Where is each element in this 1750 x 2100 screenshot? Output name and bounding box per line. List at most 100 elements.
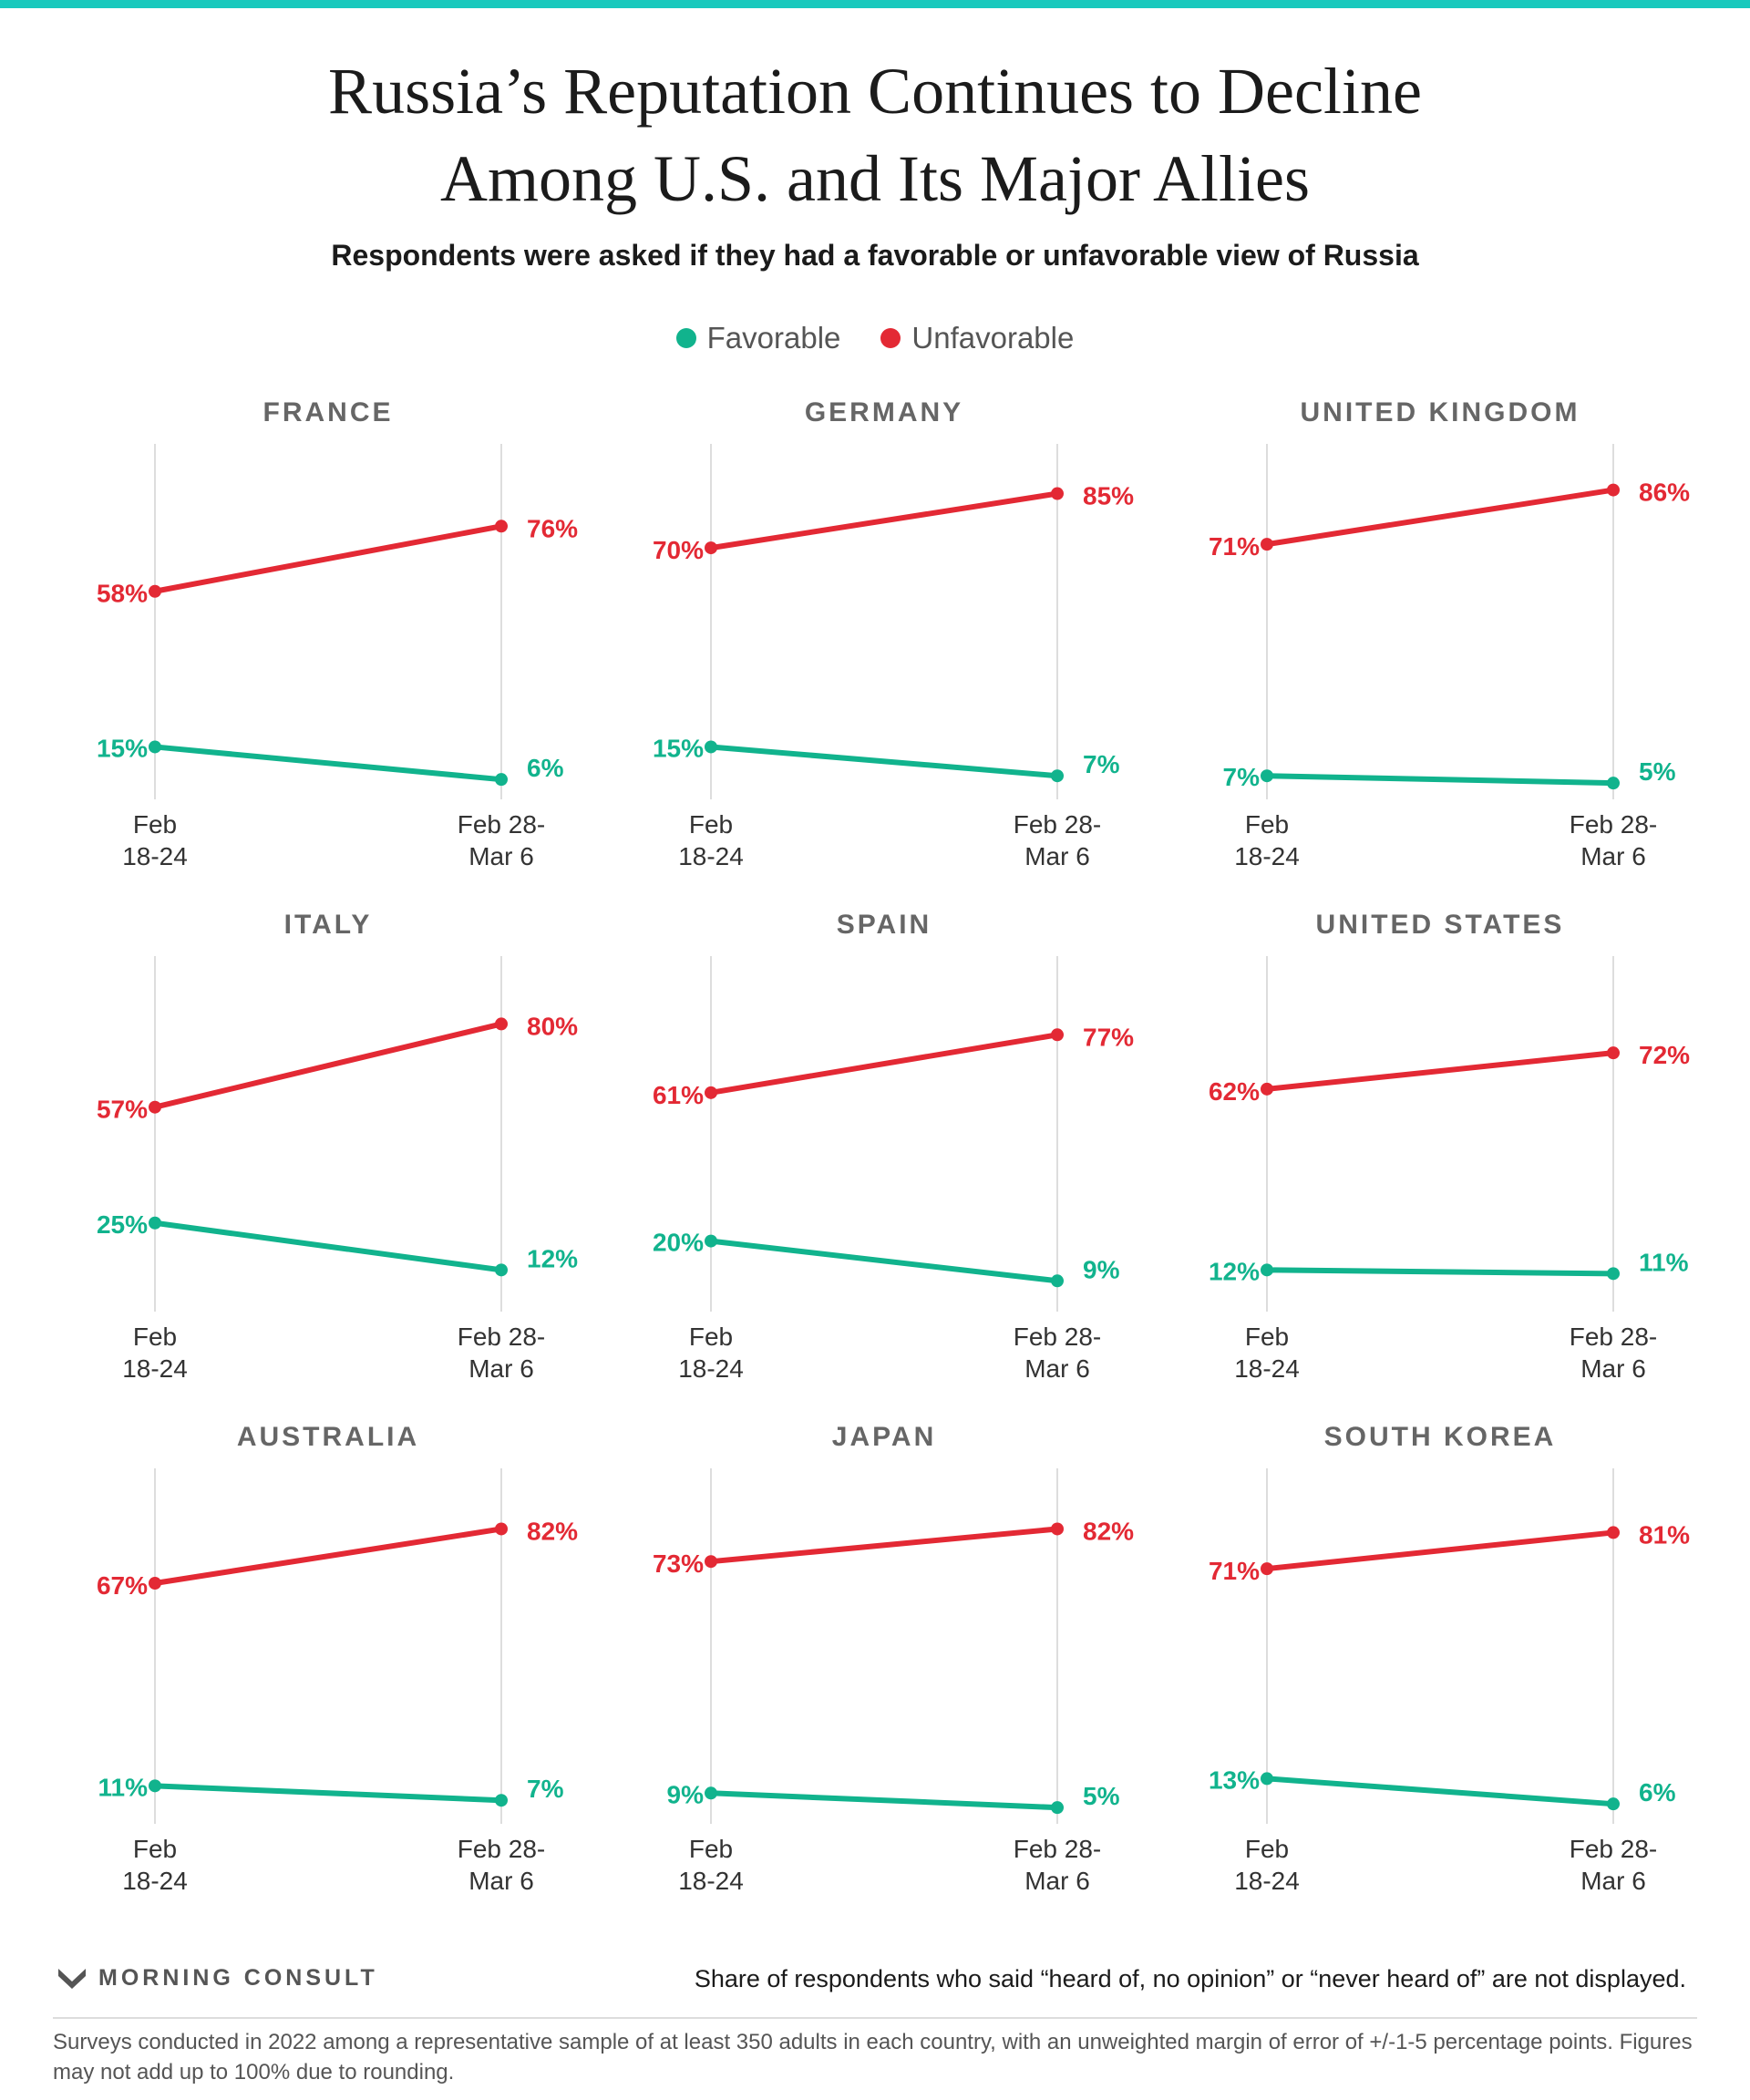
x-tick-label-united-states-2-2: Mar 6 xyxy=(1580,1354,1646,1383)
data-label-united-kingdom-favorable-end: 5% xyxy=(1639,757,1676,786)
series-line-spain-unfavorable xyxy=(708,1032,1060,1096)
data-label-united-states-favorable-start: 12% xyxy=(1209,1257,1260,1285)
x-tick-label-south-korea-1-1: Feb xyxy=(1245,1835,1289,1863)
legend-item-unfavorable: Unfavorable xyxy=(880,321,1074,355)
legend: Favorable Unfavorable xyxy=(0,321,1750,355)
x-tick-label-italy-1-2: 18-24 xyxy=(122,1354,188,1383)
x-tick-label-japan-2-2: Mar 6 xyxy=(1024,1867,1090,1895)
data-label-italy-unfavorable-start: 57% xyxy=(97,1096,148,1124)
x-tick-label-japan-1-2: 18-24 xyxy=(678,1867,744,1895)
data-label-australia-favorable-start: 11% xyxy=(98,1773,149,1801)
panel-title-united-states: UNITED STATES xyxy=(1316,910,1565,940)
data-label-germany-unfavorable-end: 85% xyxy=(1083,482,1134,510)
x-tick-label-france-1-1: Feb xyxy=(133,810,177,839)
x-tick-label-united-states-1-2: 18-24 xyxy=(1234,1354,1300,1383)
data-point-italy-unfavorable-start xyxy=(149,1100,161,1114)
series-line-united-states-unfavorable xyxy=(1264,1050,1616,1092)
x-tick-label-australia-2-1: Feb 28- xyxy=(458,1835,546,1863)
data-label-germany-favorable-end: 7% xyxy=(1083,750,1120,778)
data-label-australia-favorable-end: 7% xyxy=(527,1775,564,1803)
data-label-united-states-unfavorable-start: 62% xyxy=(1209,1077,1260,1106)
title-line-2: Among U.S. and Its Major Allies xyxy=(440,142,1310,215)
data-point-japan-unfavorable-start xyxy=(705,1555,717,1569)
x-tick-label-australia-2-2: Mar 6 xyxy=(468,1867,534,1895)
x-tick-label-united-states-1-1: Feb xyxy=(1245,1323,1289,1351)
data-label-united-states-unfavorable-end: 72% xyxy=(1639,1041,1690,1069)
data-point-france-favorable-start xyxy=(149,740,161,754)
footer-divider xyxy=(53,2017,1697,2019)
data-point-japan-favorable-start xyxy=(705,1786,717,1800)
data-label-united-kingdom-unfavorable-start: 71% xyxy=(1209,532,1260,561)
legend-swatch-unfavorable xyxy=(880,328,901,348)
panel-title-italy: ITALY xyxy=(284,910,373,940)
data-label-italy-favorable-end: 12% xyxy=(527,1244,578,1272)
legend-label-unfavorable: Unfavorable xyxy=(911,321,1075,355)
data-point-france-unfavorable-end xyxy=(495,520,508,533)
data-point-france-favorable-end xyxy=(495,773,508,787)
data-label-france-unfavorable-start: 58% xyxy=(97,580,148,608)
data-point-spain-unfavorable-end xyxy=(1051,1028,1064,1042)
series-line-united-kingdom-favorable xyxy=(1264,773,1616,787)
data-point-germany-unfavorable-end xyxy=(1051,487,1064,500)
data-point-united-kingdom-unfavorable-end xyxy=(1607,483,1620,497)
data-point-south-korea-favorable-end xyxy=(1607,1797,1620,1811)
data-point-spain-favorable-start xyxy=(705,1234,717,1248)
display-note: Share of respondents who said “heard of,… xyxy=(694,1965,1686,1992)
panel-title-germany: GERMANY xyxy=(805,397,963,427)
data-point-australia-favorable-end xyxy=(495,1794,508,1807)
series-line-australia-unfavorable xyxy=(152,1526,504,1587)
series-line-france-favorable xyxy=(152,744,504,783)
data-point-italy-favorable-end xyxy=(495,1263,508,1277)
data-label-japan-unfavorable-end: 82% xyxy=(1083,1517,1134,1545)
data-label-south-korea-unfavorable-start: 71% xyxy=(1209,1557,1260,1585)
series-line-united-states-favorable xyxy=(1264,1267,1616,1277)
series-line-germany-unfavorable xyxy=(708,490,1060,551)
data-label-south-korea-favorable-end: 6% xyxy=(1639,1778,1676,1807)
series-line-united-kingdom-unfavorable xyxy=(1264,487,1616,548)
data-label-south-korea-favorable-start: 13% xyxy=(1209,1765,1260,1794)
series-line-japan-favorable xyxy=(708,1790,1060,1811)
data-label-spain-unfavorable-end: 77% xyxy=(1083,1023,1134,1051)
data-label-germany-favorable-start: 15% xyxy=(653,734,704,762)
x-tick-label-germany-1-2: 18-24 xyxy=(678,842,744,870)
data-point-united-states-favorable-start xyxy=(1261,1263,1273,1277)
data-label-united-kingdom-unfavorable-end: 86% xyxy=(1639,479,1690,507)
x-tick-label-germany-1-1: Feb xyxy=(689,810,733,839)
chart-subtitle: Respondents were asked if they had a fav… xyxy=(331,239,1419,272)
panel-title-united-kingdom: UNITED KINGDOM xyxy=(1301,397,1580,427)
x-tick-label-japan-1-1: Feb xyxy=(689,1835,733,1863)
x-tick-label-united-kingdom-1-2: 18-24 xyxy=(1234,842,1300,870)
data-point-australia-favorable-start xyxy=(149,1779,161,1793)
data-label-germany-unfavorable-start: 70% xyxy=(653,536,704,564)
x-tick-label-france-2-2: Mar 6 xyxy=(468,842,534,870)
panel-title-australia: AUSTRALIA xyxy=(237,1422,419,1452)
panel-united-states: UNITED STATES Feb 18-24 Feb 28- Mar 6 12% 11% 6… xyxy=(1209,910,1690,1383)
data-point-south-korea-favorable-start xyxy=(1261,1772,1273,1786)
data-label-united-states-favorable-end: 11% xyxy=(1639,1248,1689,1276)
series-line-germany-favorable xyxy=(708,744,1060,779)
data-label-japan-unfavorable-start: 73% xyxy=(653,1549,704,1578)
x-tick-label-united-states-2-1: Feb 28- xyxy=(1570,1323,1658,1351)
data-label-spain-favorable-start: 20% xyxy=(653,1229,704,1257)
data-point-germany-unfavorable-start xyxy=(705,541,717,555)
x-tick-label-australia-1-2: 18-24 xyxy=(122,1867,188,1895)
data-point-italy-unfavorable-end xyxy=(495,1017,508,1031)
data-label-australia-unfavorable-end: 82% xyxy=(527,1517,578,1545)
x-tick-label-italy-1-1: Feb xyxy=(133,1323,177,1351)
x-tick-label-italy-2-2: Mar 6 xyxy=(468,1354,534,1383)
brand-name: MORNING CONSULT xyxy=(98,1965,378,1991)
x-tick-label-spain-2-1: Feb 28- xyxy=(1014,1323,1102,1351)
data-point-united-states-favorable-end xyxy=(1607,1267,1620,1281)
x-tick-label-south-korea-2-1: Feb 28- xyxy=(1570,1835,1658,1863)
x-tick-label-france-2-1: Feb 28- xyxy=(458,810,546,839)
data-point-united-kingdom-unfavorable-start xyxy=(1261,538,1273,551)
series-line-japan-unfavorable xyxy=(708,1526,1060,1565)
panel-united-kingdom: UNITED KINGDOM Feb 18-24 Feb 28- Mar 6 7% 5% 71… xyxy=(1209,397,1690,870)
x-tick-label-germany-2-2: Mar 6 xyxy=(1024,842,1090,870)
series-line-italy-unfavorable xyxy=(152,1021,504,1110)
panel-australia: AUSTRALIA Feb 18-24 Feb 28- Mar 6 11% 7% 67% 82% xyxy=(97,1422,578,1895)
data-label-spain-unfavorable-start: 61% xyxy=(653,1081,704,1109)
data-label-south-korea-unfavorable-end: 81% xyxy=(1639,1520,1690,1549)
data-label-spain-favorable-end: 9% xyxy=(1083,1255,1120,1283)
